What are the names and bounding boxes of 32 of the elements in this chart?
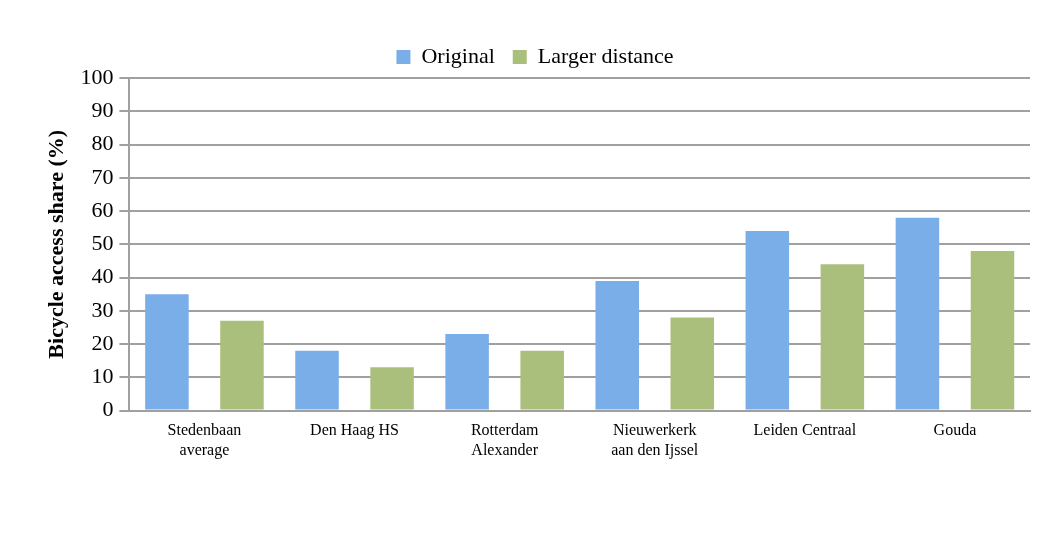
y-tick-label: 70 xyxy=(91,163,114,189)
legend-label: Larger distance xyxy=(537,42,674,68)
bar xyxy=(595,280,639,410)
bar xyxy=(370,367,414,410)
y-tick-label: 20 xyxy=(91,329,114,355)
y-tick-label: 60 xyxy=(91,196,114,222)
y-tick-label: 50 xyxy=(91,230,114,256)
bar xyxy=(295,350,339,410)
x-tick-label: Stedenbaan average xyxy=(167,421,242,459)
bar xyxy=(670,317,715,410)
y-tick-label: 10 xyxy=(91,363,114,389)
legend-label: Original xyxy=(421,42,495,68)
x-tick-label: Gouda xyxy=(933,421,977,439)
bar xyxy=(145,294,189,410)
bar xyxy=(895,217,940,410)
y-tick-label: 80 xyxy=(91,130,114,156)
bar xyxy=(970,250,1015,410)
bar xyxy=(520,350,564,410)
y-tick-label: 40 xyxy=(91,263,114,289)
bar xyxy=(445,334,489,410)
x-tick-label: Nieuwerkerk aan den Ijssel xyxy=(611,421,699,459)
y-tick-label: 30 xyxy=(91,296,114,322)
bar xyxy=(820,264,865,410)
x-tick-label: Leiden Centraal xyxy=(753,421,857,439)
y-tick-label: 0 xyxy=(102,396,114,422)
x-tick-label: Den Haag HS xyxy=(310,421,399,440)
bar xyxy=(745,231,790,410)
y-tick-label: 90 xyxy=(91,97,114,123)
y-tick-label: 100 xyxy=(80,63,114,89)
y-axis-title: Bicycle access share (%) xyxy=(42,129,68,359)
x-tick-label: Rotterdam Alexander xyxy=(470,421,539,458)
bar xyxy=(220,320,264,410)
